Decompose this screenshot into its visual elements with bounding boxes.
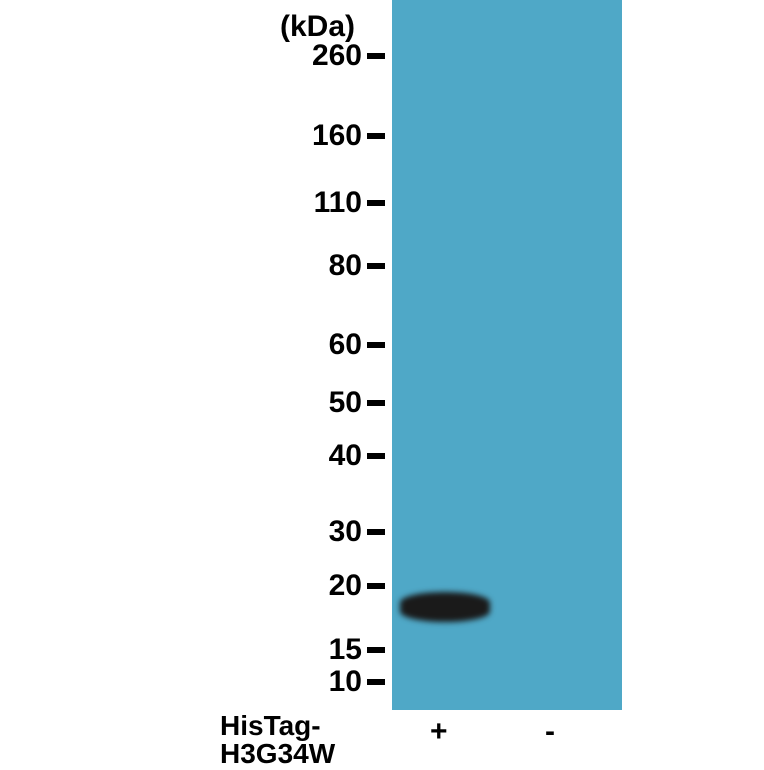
mw-marker-80: 80 — [0, 251, 362, 281]
mw-tick-30 — [367, 529, 385, 535]
protein-band — [400, 592, 490, 622]
mw-marker-10: 10 — [0, 667, 362, 697]
mw-tick-60 — [367, 342, 385, 348]
mw-marker-20: 20 — [0, 571, 362, 601]
mw-marker-15: 15 — [0, 635, 362, 665]
mw-marker-50: 50 — [0, 388, 362, 418]
mw-marker-60: 60 — [0, 330, 362, 360]
mw-marker-110: 110 — [0, 188, 362, 218]
mw-tick-160 — [367, 133, 385, 139]
mw-tick-260 — [367, 53, 385, 59]
lane-positive-symbol: + — [430, 715, 448, 749]
mw-tick-20 — [367, 583, 385, 589]
mw-tick-50 — [367, 400, 385, 406]
mw-marker-30: 30 — [0, 517, 362, 547]
lane-negative-symbol: - — [545, 715, 555, 749]
mw-tick-40 — [367, 453, 385, 459]
mw-marker-160: 160 — [0, 121, 362, 151]
mw-marker-260: 260 — [0, 41, 362, 71]
western-blot-figure: (kDa) 2601601108060504030201510 HisTag- … — [0, 0, 764, 764]
mw-tick-80 — [367, 263, 385, 269]
mw-tick-10 — [367, 679, 385, 685]
mw-tick-15 — [367, 647, 385, 653]
mw-marker-40: 40 — [0, 441, 362, 471]
mw-tick-110 — [367, 200, 385, 206]
sample-label-line2: H3G34W — [220, 738, 335, 770]
